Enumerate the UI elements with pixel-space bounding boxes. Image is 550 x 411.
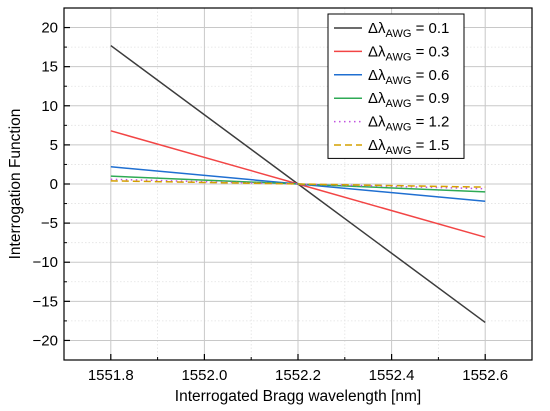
y-tick-label: −20 [33, 332, 58, 349]
y-axis-title: Interrogation Function [7, 109, 24, 260]
series-layer [110, 44, 486, 324]
y-tick-label: −10 [33, 254, 58, 271]
series-line-1-5 [110, 180, 486, 188]
legend-entry: ΔλAWG = 0.9 [368, 90, 449, 110]
y-tick-label: 5 [50, 137, 58, 154]
y-tick-label: 15 [41, 59, 58, 76]
x-tick-labels: 1551.8 1552.0 1552.2 1552.4 1552.6 [88, 367, 508, 384]
y-tick-label: −5 [41, 215, 58, 232]
x-tick-label: 1551.8 [88, 367, 134, 384]
y-tick-label: 20 [41, 20, 58, 37]
legend-entry: ΔλAWG = 0.3 [368, 43, 449, 63]
y-tick-label: −15 [33, 293, 58, 310]
y-tick-label: 10 [41, 98, 58, 115]
legend-entry: ΔλAWG = 1.2 [368, 114, 449, 134]
legend-entry: ΔλAWG = 1.5 [368, 137, 449, 157]
y-tick-labels: −20 −15 −10 −5 0 5 10 15 20 [33, 20, 58, 350]
legend-box [327, 13, 465, 159]
legend-entry: ΔλAWG = 0.6 [368, 67, 449, 87]
legend: ΔλAWG = 0.1 ΔλAWG = 0.3 ΔλAWG = 0.6 ΔλAWG =… [327, 13, 465, 159]
x-tick-label: 1552.4 [369, 367, 415, 384]
x-axis-title: Interrogated Bragg wavelength [nm] [175, 388, 421, 405]
x-tick-label: 1552.0 [181, 367, 227, 384]
x-tick-label: 1552.2 [275, 367, 321, 384]
tick-marks [63, 7, 533, 361]
x-tick-label: 1552.6 [462, 367, 508, 384]
legend-entry: ΔλAWG = 0.1 [368, 20, 449, 40]
y-tick-label: 0 [50, 176, 58, 193]
